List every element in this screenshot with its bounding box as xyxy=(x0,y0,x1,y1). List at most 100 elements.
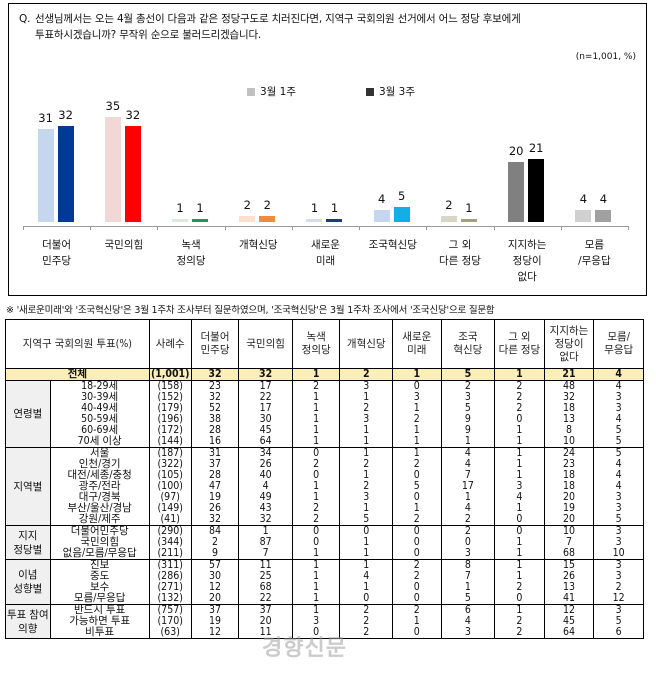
sample-count: (105) xyxy=(148,470,192,481)
cell-value: 0 xyxy=(494,514,545,526)
cell-value: 45 xyxy=(238,425,293,436)
cell-value: 1 xyxy=(291,548,341,560)
cell-value: 5 xyxy=(593,616,644,627)
cell-value: 3 xyxy=(593,559,644,571)
cell-value: 5 xyxy=(440,403,496,414)
cell-value: 5 xyxy=(593,514,644,526)
bar-week1 xyxy=(104,117,121,222)
cell-value: 22 xyxy=(238,392,293,403)
axis-tick xyxy=(628,226,629,230)
cell-value: 5 xyxy=(593,447,644,459)
cell-value: 0 xyxy=(392,548,442,560)
bar-week3 xyxy=(259,216,276,222)
sample-count: (271) xyxy=(148,582,192,593)
cell-value: 2 xyxy=(291,380,341,392)
question-line-1: 선생님께서는 오는 4월 총선이 다음과 같은 정당구도로 치러진다면, 지역구… xyxy=(35,13,521,25)
sample-count: (63) xyxy=(148,627,192,639)
table-row: 모름/무응답 (132) 20 22 1 0 0 5 0 41 12 xyxy=(6,593,644,605)
row-label: 광주/전라 xyxy=(49,481,150,492)
survey-question: Q. 선생님께서는 오는 4월 총선이 다음과 같은 정당구도로 치러진다면, 지… xyxy=(19,11,639,43)
column-header: 지역구 국회의원 투표(%) xyxy=(5,319,150,369)
cell-value: 28 xyxy=(190,470,240,481)
cell-value: 3 xyxy=(593,403,644,414)
column-header: 지지하는 정당이 없다 xyxy=(543,319,595,369)
column-header: 조국 혁신당 xyxy=(440,319,496,369)
row-label: 대구/경북 xyxy=(49,492,150,503)
category-label: 그 외 다른 정당 xyxy=(438,239,481,267)
cell-value: 5 xyxy=(593,436,644,448)
bar-value-label: 1 xyxy=(330,201,339,215)
legend-swatch-week1 xyxy=(247,87,255,96)
cell-value: 47 xyxy=(190,481,240,492)
cell-value: 12 xyxy=(190,627,240,639)
sample-count: (187) xyxy=(148,447,192,459)
cell-value: 11 xyxy=(238,627,293,639)
cell-value: 3 xyxy=(593,525,644,537)
axis-tick xyxy=(157,226,159,230)
table-row: 비투표 (63) 12 11 0 2 0 3 2 64 6 xyxy=(6,627,644,639)
sample-count: (41) xyxy=(148,514,192,526)
cell-value: 64 xyxy=(238,436,293,448)
cell-value: 3 xyxy=(593,503,644,514)
cell-value: 12 xyxy=(593,593,644,605)
cell-value: 3 xyxy=(593,537,644,548)
table-row: 70세 이상 (144) 16 64 1 1 1 1 1 10 5 xyxy=(6,436,644,448)
cell-value: 4 xyxy=(238,481,293,492)
cell-value: 20 xyxy=(238,616,293,627)
cell-value: 1 xyxy=(392,436,442,448)
cell-value: 23 xyxy=(190,380,240,392)
cell-value: 1 xyxy=(339,548,393,560)
cell-value: 2 xyxy=(339,368,393,381)
axis-tick xyxy=(23,226,24,230)
category-labels: 더불어 민주당 국민의힘 녹색 정의당 개혁신당 새로운 미래 조국혁신당 그 외 다른 정… xyxy=(23,237,628,297)
cell-value: 1 xyxy=(494,436,545,448)
chart-panel: Q. 선생님께서는 오는 4월 총선이 다음과 같은 정당구도로 치러진다면, 지… xyxy=(8,3,647,296)
table-row: 강원/제주 (41) 32 32 2 5 2 2 0 20 5 xyxy=(6,514,644,526)
group-label: 지역별 xyxy=(5,447,51,526)
cell-value: 2 xyxy=(593,582,644,593)
bar-value-label: 2 xyxy=(243,198,251,212)
column-header: 국민의힘 xyxy=(238,319,293,369)
footnote: ※ '새로운미래'와 '조국혁신당'은 3월 1주차 조사부터 질문하였으며, … xyxy=(6,305,495,316)
legend-label-week1: 3월 1주 xyxy=(260,86,297,98)
table-row: 보수 (271) 12 68 1 1 0 1 2 13 2 xyxy=(6,582,644,593)
bar-week3 xyxy=(124,126,141,222)
sample-count: (170) xyxy=(148,616,192,627)
category-label: 조국혁신당 xyxy=(368,239,417,251)
cell-value: 16 xyxy=(190,436,240,448)
bar-week3 xyxy=(192,219,209,222)
legend-label-week3: 3월 3주 xyxy=(379,86,416,98)
sample-count: (322) xyxy=(148,459,192,470)
table-row: 투표 참여 의향 반드시 투표 (757) 37 37 1 2 2 6 1 12 3 xyxy=(5,604,644,639)
cell-value: 37 xyxy=(190,459,240,470)
axis-tick xyxy=(426,226,428,230)
bar-value-label: 4 xyxy=(378,192,386,206)
bar-value-label: 1 xyxy=(196,201,204,215)
cell-value: 2 xyxy=(440,525,496,537)
sample-count: (290) xyxy=(148,525,192,537)
cell-value: 26 xyxy=(190,503,240,514)
cell-value: 1 xyxy=(238,525,293,537)
column-header: 개혁신당 xyxy=(339,319,393,369)
legend-item-week1: 3월 1주 xyxy=(247,84,296,99)
cell-value: 52 xyxy=(190,403,240,414)
row-label: 부산/울산/경남 xyxy=(49,503,150,514)
bar-week3 xyxy=(57,126,74,222)
bar-week1 xyxy=(440,216,457,222)
row-label: 없음/모름/무응답 xyxy=(49,548,150,560)
table-row: 가능하면 투표 (170) 19 20 3 2 1 4 2 45 5 xyxy=(6,616,644,627)
row-label: 50-59세 xyxy=(49,414,150,425)
category-label: 개혁신당 xyxy=(238,239,278,251)
cell-value: 0 xyxy=(291,525,341,537)
cell-value: 1 xyxy=(291,436,341,448)
legend-item-week3: 3월 3주 xyxy=(366,84,415,99)
sample-count: (757) xyxy=(148,604,192,616)
cell-value: 2 xyxy=(440,380,496,392)
cell-value: 17 xyxy=(238,380,293,392)
bar-week1 xyxy=(172,219,189,222)
bar-value-label: 1 xyxy=(465,201,473,215)
row-label: 서울 xyxy=(49,447,150,459)
category-label: 지지하는 정당이 없다 xyxy=(507,239,547,283)
bar-week3 xyxy=(326,219,343,222)
